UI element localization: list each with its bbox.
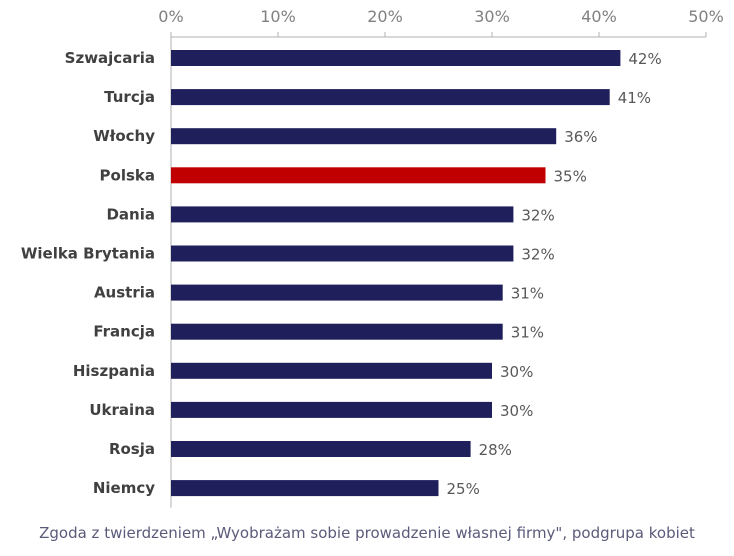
category-label: Rosja: [109, 440, 155, 458]
category-label: Austria: [94, 284, 155, 302]
value-label: 35%: [554, 167, 587, 185]
bar: [171, 480, 439, 497]
x-axis: 0% 10% 20% 30% 40% 50%: [158, 7, 724, 508]
x-tick-label: 0%: [158, 7, 183, 26]
category-label: Polska: [100, 166, 155, 184]
bar: [171, 50, 621, 66]
value-label: 42%: [628, 50, 661, 68]
value-label: 31%: [511, 285, 544, 303]
bar: [171, 245, 514, 262]
category-label: Wielka Brytania: [21, 245, 155, 263]
x-tick-label: 40%: [581, 7, 617, 26]
x-tick-label: 50%: [688, 7, 724, 26]
x-tick-label: 20%: [367, 7, 403, 26]
bar: [171, 284, 503, 301]
category-label: Turcja: [104, 88, 155, 106]
category-label: Hiszpania: [73, 362, 155, 380]
bar: [171, 323, 503, 340]
value-label: 41%: [618, 89, 651, 107]
value-label: 31%: [511, 324, 544, 342]
value-label: 30%: [500, 402, 533, 420]
category-label: Niemcy: [93, 479, 155, 497]
x-tick-label: 10%: [260, 7, 296, 26]
bar: [171, 206, 514, 223]
category-label: Francja: [93, 323, 155, 341]
value-label: 28%: [479, 441, 512, 459]
value-label: 30%: [500, 363, 533, 381]
category-label: Szwajcaria: [65, 49, 155, 67]
bar: [171, 89, 610, 106]
bar-chart: 0% 10% 20% 30% 40% 50% Szwajcaria 42% Turcja 41%…: [21, 7, 724, 508]
bar: [171, 362, 492, 379]
bar: [171, 401, 492, 418]
value-label: 32%: [521, 246, 554, 264]
bars: Szwajcaria 42% Turcja 41% Włochy 36% Polska 35%…: [21, 49, 662, 498]
category-label: Ukraina: [89, 401, 155, 419]
value-label: 32%: [521, 206, 554, 224]
bar: [171, 128, 557, 145]
x-tick-label: 30%: [474, 7, 510, 26]
bar: [171, 441, 471, 457]
value-label: 36%: [564, 128, 597, 146]
category-label: Włochy: [93, 127, 155, 145]
bar: [171, 167, 546, 184]
value-label: 25%: [447, 480, 480, 498]
category-label: Dania: [106, 205, 155, 223]
chart-caption: Zgoda z twierdzeniem „Wyobrażam sobie pr…: [39, 524, 695, 542]
